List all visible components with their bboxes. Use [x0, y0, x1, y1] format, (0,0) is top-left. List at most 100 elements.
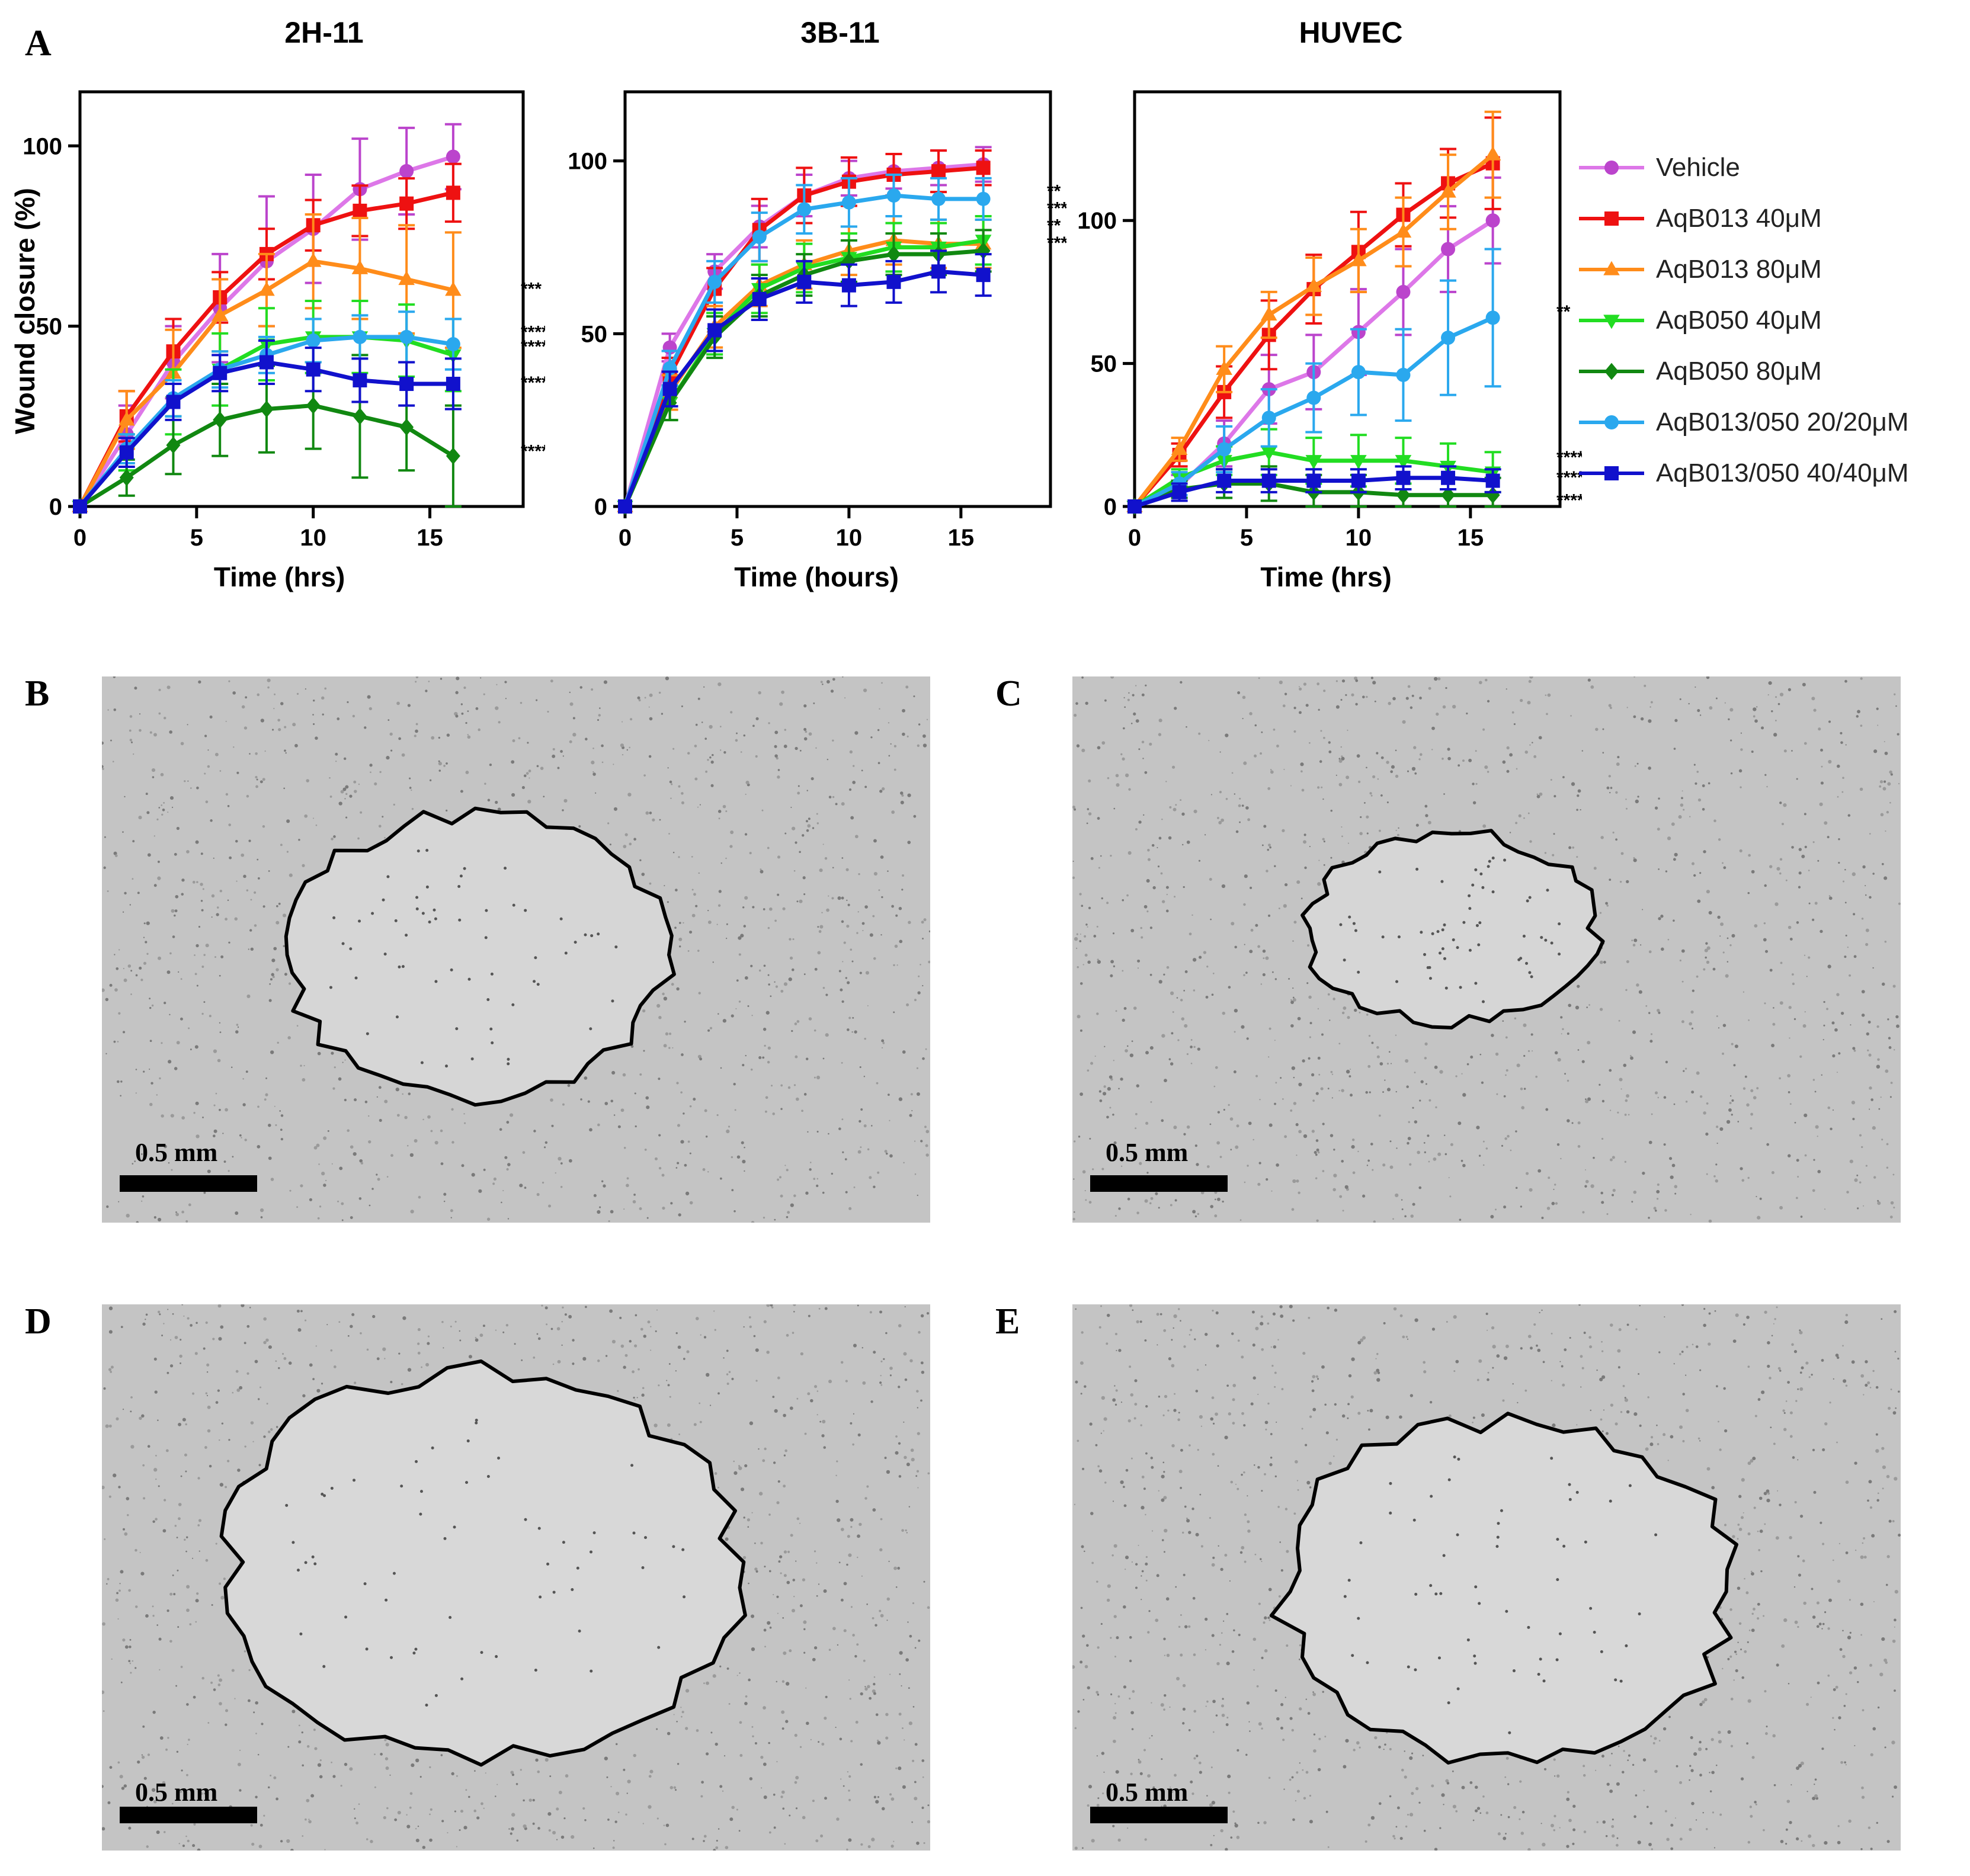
data-point [1395, 223, 1412, 238]
scale-bar-label: 0.5 mm [1106, 1138, 1189, 1167]
x-tick-label: 15 [417, 525, 443, 551]
data-point [306, 362, 321, 377]
micrograph-c-texture [1072, 676, 1901, 1223]
legend-label: AqB050 40μM [1656, 306, 1822, 335]
x-axis-label: Time (hrs) [214, 562, 345, 592]
data-point [707, 274, 722, 289]
legend-label: AqB013/050 20/20μM [1656, 408, 1909, 437]
data-point [305, 252, 322, 267]
data-point [931, 264, 946, 279]
data-point [353, 373, 367, 387]
x-tick-label: 5 [190, 525, 203, 551]
data-point [1396, 486, 1411, 504]
series-6 [73, 339, 462, 514]
legend-swatch [1579, 161, 1644, 175]
significance-label: ** [1047, 181, 1061, 201]
data-point [446, 337, 460, 352]
data-point [1217, 442, 1232, 457]
data-point [1350, 455, 1367, 470]
data-point [1172, 485, 1187, 499]
panel-letter-a: A [25, 23, 52, 63]
data-point [119, 445, 134, 460]
data-point [213, 365, 228, 380]
data-point [446, 447, 460, 465]
data-point [118, 411, 135, 426]
scale-bar [1090, 1175, 1228, 1192]
x-tick-label: 0 [73, 525, 87, 551]
data-point [399, 377, 414, 392]
data-point [1216, 360, 1232, 375]
data-point [1306, 473, 1321, 488]
series-2 [1126, 110, 1501, 512]
legend-label: AqB013 80μM [1656, 255, 1822, 284]
data-point [398, 271, 415, 286]
panel-letter-c: C [995, 674, 1022, 714]
data-point [399, 418, 414, 436]
scale-bar-label: 0.5 mm [1106, 1778, 1189, 1807]
significance-label: **** [1556, 491, 1582, 511]
legend-marker [1604, 466, 1619, 480]
data-point [1484, 146, 1501, 161]
x-tick-label: 0 [1128, 525, 1141, 551]
y-tick-label: 0 [49, 494, 62, 520]
data-point [618, 499, 632, 514]
significance-label: **** [1556, 468, 1582, 488]
micrograph-b: 0.5 mm [102, 676, 930, 1223]
data-point [353, 408, 367, 425]
scale-bar-label: 0.5 mm [135, 1778, 218, 1807]
data-point [707, 323, 722, 338]
x-tick-label: 5 [731, 525, 744, 551]
data-point [166, 395, 181, 409]
micrograph-d-texture [102, 1304, 930, 1851]
significance-label: *** [1047, 199, 1066, 219]
data-point [976, 191, 991, 206]
data-point [446, 149, 460, 164]
y-tick-label: 50 [36, 314, 63, 340]
micrograph-e-texture [1072, 1304, 1901, 1851]
scale-bar [1090, 1807, 1228, 1823]
x-tick-label: 5 [1240, 525, 1253, 551]
x-axis-label: Time (hrs) [1260, 562, 1392, 592]
data-point [752, 292, 767, 306]
data-point [1305, 455, 1322, 470]
data-point [841, 278, 856, 293]
significance-label: **** [521, 373, 545, 393]
data-point [306, 333, 321, 348]
chart-title: 2H-11 [284, 16, 363, 49]
x-tick-label: 15 [948, 525, 975, 551]
y-tick-label: 50 [581, 321, 608, 347]
scale-bar-label: 0.5 mm [135, 1138, 218, 1167]
legend-item: AqB013/050 40/40μM [1579, 448, 1909, 499]
data-point [353, 203, 367, 218]
significance-label: **** [1556, 448, 1582, 467]
legend-swatch [1579, 211, 1644, 226]
legend-marker [1603, 261, 1620, 275]
data-point [1441, 242, 1456, 256]
wound-outline [284, 806, 676, 1107]
chart-title: HUVEC [1299, 16, 1402, 49]
data-point [1396, 367, 1411, 382]
y-tick-label: 0 [1104, 494, 1117, 520]
legend-item: AqB013 80μM [1579, 244, 1909, 295]
x-tick-label: 15 [1458, 525, 1484, 551]
data-point [886, 188, 901, 203]
data-point [886, 245, 901, 263]
legend-swatch [1579, 363, 1644, 380]
data-point [351, 259, 369, 274]
y-tick-label: 0 [594, 494, 607, 520]
legend-item: AqB050 40μM [1579, 295, 1909, 346]
data-point [212, 306, 229, 321]
data-point [399, 196, 414, 211]
series-6 [618, 249, 992, 514]
y-tick-label: 100 [1077, 208, 1117, 234]
data-point [1261, 473, 1276, 488]
x-tick-label: 10 [836, 525, 863, 551]
x-tick-label: 0 [619, 525, 632, 551]
data-point [399, 163, 414, 178]
data-point [213, 411, 228, 429]
data-point [1350, 252, 1367, 267]
data-point [1485, 213, 1500, 228]
legend-label: AqB013/050 40/40μM [1656, 458, 1909, 488]
